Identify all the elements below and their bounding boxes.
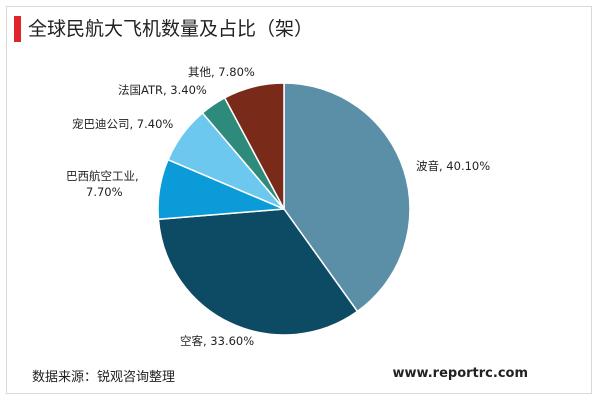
chart-frame	[6, 6, 592, 394]
slice-label-6: 其他, 7.80%	[188, 65, 255, 79]
slice-label-3: 巴西航空工业, 7.70%	[66, 169, 139, 199]
website-link[interactable]: www.reportrc.com	[392, 366, 528, 381]
data-source: 数据来源：锐观咨询整理	[32, 370, 176, 385]
slice-label-5: 法国ATR, 3.40%	[118, 83, 207, 97]
pie-slice-1	[283, 82, 411, 313]
slice-label-4: 宠巴迪公司, 7.40%	[72, 117, 173, 131]
chart-title: 全球民航大飞机数量及占比（架）	[28, 18, 314, 40]
pie-slice-2	[157, 208, 359, 336]
slice-label-2: 空客, 33.60%	[180, 334, 254, 348]
slice-label-1: 波音, 40.10%	[416, 159, 490, 173]
pie-slice-6	[223, 82, 285, 210]
title-accent-bar	[14, 16, 21, 42]
